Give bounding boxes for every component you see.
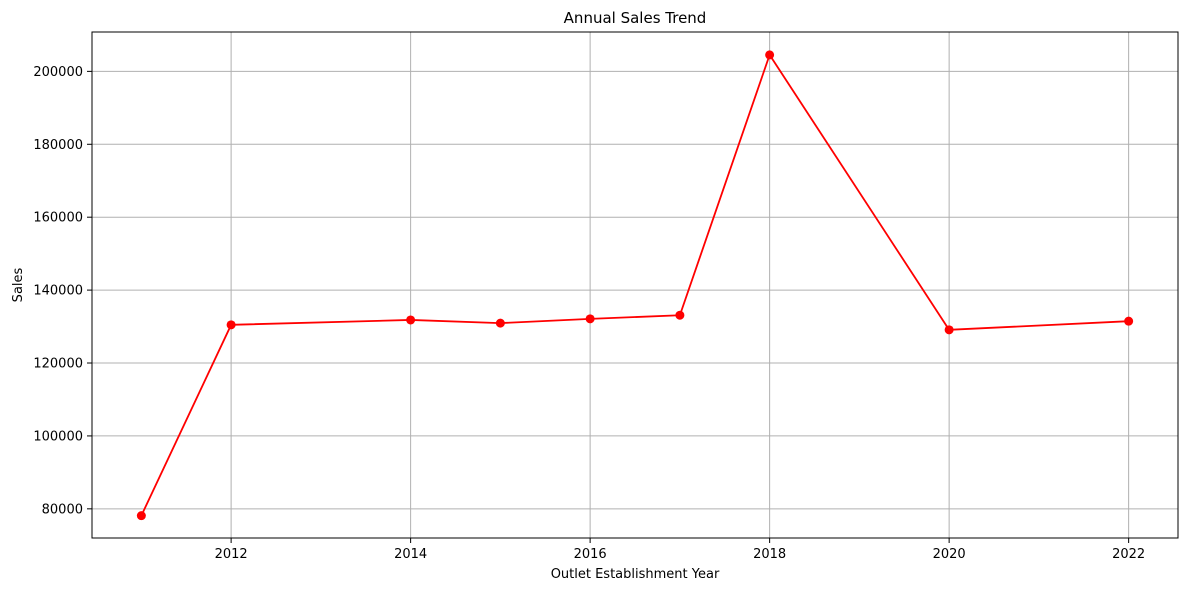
x-tick-label: 2016 [574,547,607,562]
y-axis-label: Sales [11,267,26,302]
data-point [944,325,954,335]
y-tick-label: 140000 [33,284,83,299]
axes-frame [91,31,1179,539]
x-tick-label: 2012 [215,547,248,562]
x-axis-label: Outlet Establishment Year [551,567,720,582]
data-point [1124,316,1134,326]
data-point [765,50,775,60]
y-tick-label: 200000 [33,65,83,80]
y-tick-label: 120000 [33,357,83,372]
x-tick-label: 2020 [933,547,966,562]
data-point [675,310,685,320]
y-tick-label: 80000 [42,502,83,517]
y-tick-label: 180000 [33,138,83,153]
x-tick-label: 2018 [753,547,786,562]
chart-title: Annual Sales Trend [564,9,707,27]
series-layer [136,50,1134,521]
data-point [406,315,416,325]
grid [92,32,1178,538]
x-tick-label: 2014 [394,547,427,562]
x-tick-label: 2022 [1112,547,1145,562]
y-tick-label: 160000 [33,211,83,226]
series-line [140,53,1129,517]
y-tick-label: 100000 [33,429,83,444]
data-point [495,318,505,328]
data-point [226,320,236,330]
data-point [136,511,146,521]
axis-ticks: 2012 2014 2016 2018 2020 2022 80000 100000 12000… [33,65,1145,562]
data-point [585,314,595,324]
